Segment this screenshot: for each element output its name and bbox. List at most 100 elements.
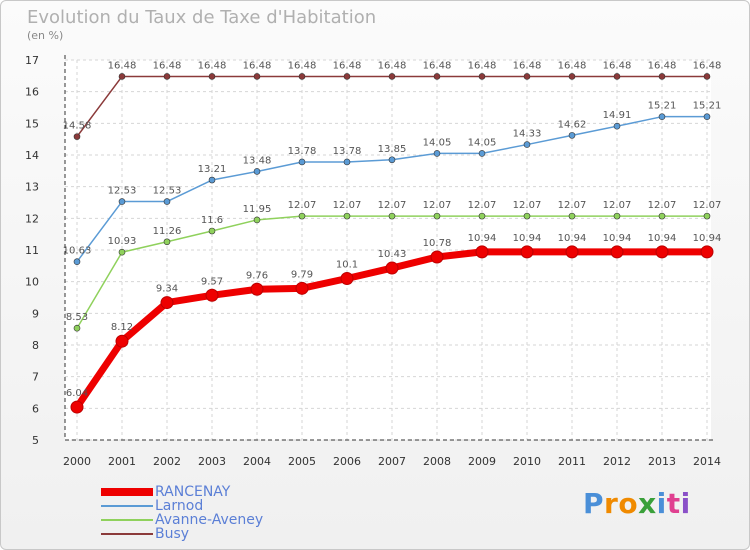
data-label-larnod: 13.21 [198,164,227,175]
data-point-avanne-aveney [163,238,171,246]
data-point-rancenay [475,245,489,259]
data-label-larnod: 13.78 [288,146,317,157]
proxiti-logo: Proxiti [583,487,691,520]
y-tick-label: 12 [25,212,39,225]
data-point-rancenay [160,296,174,310]
data-point-larnod [208,176,216,184]
data-label-avanne-aveney: 10.93 [108,236,137,247]
y-tick-label: 8 [32,339,39,352]
logo-letter: P [583,487,605,520]
x-tick-label: 2003 [198,455,226,468]
logo-letter: i [656,487,667,520]
x-tick-label: 2014 [693,455,721,468]
data-point-larnod [73,258,81,266]
data-point-larnod [658,113,666,120]
data-point-avanne-aveney [208,227,216,235]
y-tick-label: 14 [25,149,39,162]
y-tick-label: 13 [25,181,39,194]
data-point-busy [298,73,306,80]
data-label-rancenay: 10.94 [513,233,542,244]
legend-item-busy: Busy [101,527,263,541]
legend: RANCENAY Larnod Avanne-Aveney Busy [101,485,263,541]
y-tick-label: 16 [25,86,39,99]
data-point-rancenay [430,250,444,264]
x-tick-label: 2010 [513,455,541,468]
y-tick-label: 6 [32,402,39,415]
data-point-avanne-aveney [478,212,486,220]
data-label-larnod: 13.78 [333,146,362,157]
data-point-larnod [613,122,621,130]
data-label-busy: 14.58 [63,121,92,132]
data-label-busy: 16.48 [378,60,407,71]
y-tick-label: 10 [25,276,39,289]
legend-swatch [101,488,153,496]
chart-subtitle: (en %) [27,29,64,42]
data-label-rancenay: 10.78 [423,238,452,249]
data-point-rancenay [385,261,399,275]
data-point-avanne-aveney [73,324,81,332]
data-label-busy: 16.48 [603,60,632,71]
data-label-avanne-aveney: 11.95 [243,204,272,215]
logo-letter: x [638,487,657,520]
data-point-larnod [523,141,531,148]
data-label-avanne-aveney: 12.07 [693,200,722,211]
data-point-larnod [343,158,351,166]
x-tick-label: 2002 [153,455,181,468]
data-point-rancenay [250,282,264,296]
data-label-rancenay: 10.94 [648,233,677,244]
data-label-busy: 16.48 [423,60,452,71]
data-label-larnod: 14.91 [603,110,632,121]
x-tick-label: 2011 [558,455,586,468]
data-label-rancenay: 10.94 [558,233,587,244]
legend-label: Busy [155,526,190,542]
x-tick-label: 2001 [108,455,136,468]
data-label-busy: 16.48 [648,60,677,71]
data-point-avanne-aveney [523,212,531,220]
data-point-busy [343,73,351,80]
data-label-larnod: 10.63 [63,246,92,257]
data-point-avanne-aveney [388,212,396,220]
data-label-busy: 16.48 [468,60,497,71]
data-label-larnod: 12.53 [108,186,137,197]
y-tick-label: 5 [32,434,39,447]
data-label-larnod: 13.48 [243,155,272,166]
data-label-larnod: 15.21 [648,101,677,112]
y-tick-label: 9 [32,307,39,320]
legend-label: Avanne-Aveney [155,512,264,528]
data-point-avanne-aveney [568,212,576,220]
data-label-larnod: 14.05 [423,137,452,148]
data-label-larnod: 14.62 [558,119,587,130]
data-point-busy [73,133,81,140]
data-label-busy: 16.48 [558,60,587,71]
chart-title: Evolution du Taux de Taxe d'Habitation [27,7,377,28]
data-point-busy [658,73,666,80]
data-label-rancenay: 9.79 [291,269,313,280]
data-point-rancenay [340,272,354,285]
data-label-busy: 16.48 [108,60,137,71]
data-point-busy [613,73,621,80]
data-label-larnod: 13.85 [378,144,407,155]
x-tick-label: 2006 [333,455,361,468]
data-point-avanne-aveney [613,212,621,220]
data-point-rancenay [655,245,669,259]
data-label-avanne-aveney: 11.26 [153,226,182,237]
data-point-larnod [568,132,576,139]
data-point-larnod [163,198,171,205]
data-label-rancenay: 10.94 [603,233,632,244]
y-tick-label: 7 [32,371,39,384]
data-label-rancenay: 10.43 [378,249,407,260]
logo-letter: r [604,487,619,520]
data-point-avanne-aveney [433,212,441,220]
logo-letter: o [618,487,639,520]
data-point-rancenay [565,245,579,259]
data-label-avanne-aveney: 12.07 [513,200,542,211]
data-point-larnod [703,113,711,120]
data-label-avanne-aveney: 12.07 [603,200,632,211]
x-tick-label: 2005 [288,455,316,468]
data-point-busy [253,73,261,80]
data-point-rancenay [295,281,309,295]
data-point-busy [163,73,171,80]
legend-swatch [101,505,153,507]
data-label-rancenay: 10.1 [336,260,358,271]
